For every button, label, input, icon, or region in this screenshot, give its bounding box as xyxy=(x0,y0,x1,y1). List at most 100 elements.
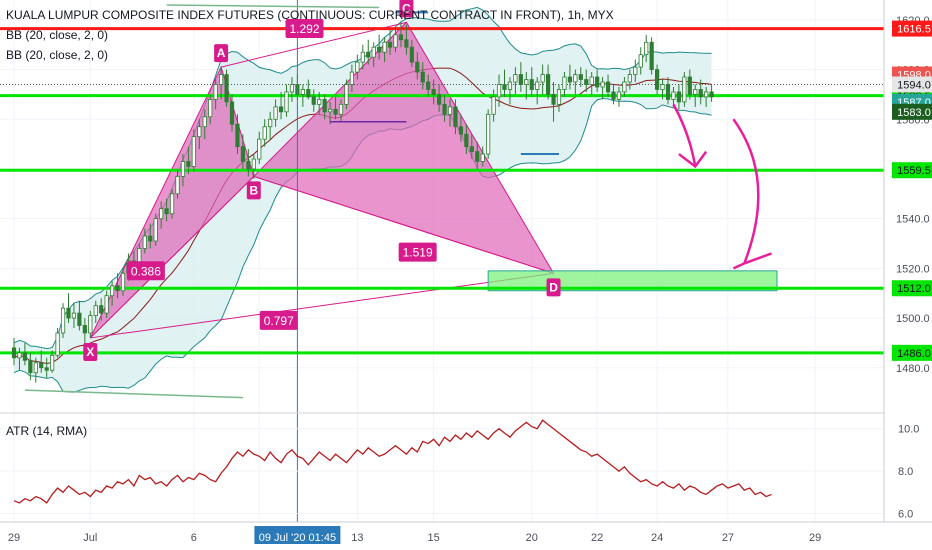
axis-price-badge: 1583.0 xyxy=(897,107,931,119)
candle-body xyxy=(306,89,311,98)
ratio-badge xyxy=(398,242,437,262)
candle-body xyxy=(88,315,93,334)
candle-body xyxy=(278,106,284,113)
candle-body xyxy=(169,193,175,215)
candle-body xyxy=(218,74,224,85)
candle-body xyxy=(491,96,496,115)
candle-body xyxy=(55,332,60,356)
candle-body xyxy=(436,94,442,105)
candle-body xyxy=(142,235,147,249)
candle-body xyxy=(33,362,38,374)
candle-body xyxy=(496,84,502,98)
time-tick-label: 29 xyxy=(8,532,20,544)
atr-tick-label: 8.0 xyxy=(898,466,913,478)
ratio-badge xyxy=(126,261,165,281)
ratio-label: 0.386 xyxy=(131,264,161,278)
candle-body xyxy=(317,98,322,105)
time-tick-label: 22 xyxy=(591,532,603,544)
candle-body xyxy=(546,74,551,95)
candle-body xyxy=(638,54,643,68)
candle-body xyxy=(186,161,191,167)
candle-body xyxy=(600,81,605,88)
candle-body xyxy=(268,118,273,128)
candle-body xyxy=(355,61,360,73)
candle-body xyxy=(344,84,349,105)
candle-body xyxy=(164,208,169,215)
candle-body xyxy=(660,84,665,90)
candle-body xyxy=(404,39,409,48)
pattern-point-badge xyxy=(399,0,414,18)
candle-body xyxy=(507,81,513,90)
arrow-down xyxy=(672,103,697,167)
pattern-point-label: C xyxy=(402,1,411,15)
candle-body xyxy=(66,307,71,319)
candle-body xyxy=(513,74,518,83)
time-tick-label: Jul xyxy=(83,532,97,544)
level-price-badge: 1616.5 xyxy=(897,24,931,36)
pattern-point-badge xyxy=(83,342,98,361)
candle-body xyxy=(665,84,671,100)
candle-body xyxy=(50,354,55,371)
time-tick-label: 20 xyxy=(526,532,538,544)
candle-body xyxy=(447,106,453,115)
candle-body xyxy=(82,325,87,334)
candle-body xyxy=(28,359,33,374)
price-tick-label: 1500.0 xyxy=(896,313,930,325)
candle-body xyxy=(213,84,218,100)
candle-body xyxy=(415,61,420,73)
candle-body xyxy=(371,46,376,58)
level-price-badge-bg xyxy=(892,280,932,297)
candle-body xyxy=(627,74,632,83)
candle-body xyxy=(442,103,447,115)
ratio-label: 0.797 xyxy=(264,314,294,328)
candle-body xyxy=(518,74,523,85)
candle-body xyxy=(235,123,240,148)
candle-body xyxy=(605,81,611,93)
candle-body xyxy=(649,41,654,70)
bb-legend-1: BB (20, close, 2, 0) xyxy=(6,28,109,42)
candle-body xyxy=(426,81,431,90)
candle-body xyxy=(175,176,180,195)
time-tick-label: 24 xyxy=(651,532,663,544)
candle-body xyxy=(529,79,534,90)
candle-body xyxy=(246,161,251,170)
atr-legend: ATR (14, RMA) xyxy=(6,424,88,438)
level-price-badge-bg xyxy=(892,162,932,179)
candle-body xyxy=(704,91,709,98)
candle-body xyxy=(22,352,28,361)
candle-body xyxy=(382,41,387,53)
candle-body xyxy=(71,312,77,319)
drawings: X A B C D 0.386 1.292 1.519 0.797 xyxy=(24,0,772,522)
crosshair-time-badge-bg xyxy=(254,526,341,544)
candle-body xyxy=(698,89,703,98)
candle-body xyxy=(409,46,414,63)
candle-body xyxy=(229,101,235,125)
candle-body xyxy=(633,66,638,75)
candle-body xyxy=(39,362,44,369)
candle-body xyxy=(77,312,82,326)
candle-body xyxy=(104,295,109,314)
candle-body xyxy=(240,146,245,162)
candle-body xyxy=(180,161,186,177)
candle-body xyxy=(562,76,567,90)
candle-body xyxy=(300,89,305,95)
level-price-badge: 1486.0 xyxy=(897,348,931,360)
pattern-line-bd xyxy=(253,175,554,274)
candle-body xyxy=(464,133,469,148)
pattern-line-xb xyxy=(89,176,255,339)
candle-body xyxy=(387,41,393,48)
candle-body xyxy=(556,89,562,105)
ratio-label: 1.519 xyxy=(403,246,433,260)
candle-body xyxy=(148,235,153,242)
candle-body xyxy=(153,218,158,242)
candle-body xyxy=(584,79,589,85)
bb-legend-2: BB (20, close, 2, 0) xyxy=(6,48,109,62)
candle-body xyxy=(208,98,213,118)
time-tick-label: 29 xyxy=(809,532,821,544)
candle-body xyxy=(420,71,425,83)
candle-body xyxy=(322,98,327,113)
time-tick-label: 13 xyxy=(351,532,363,544)
candle-body xyxy=(687,76,692,95)
pattern-point-label: X xyxy=(86,345,94,359)
